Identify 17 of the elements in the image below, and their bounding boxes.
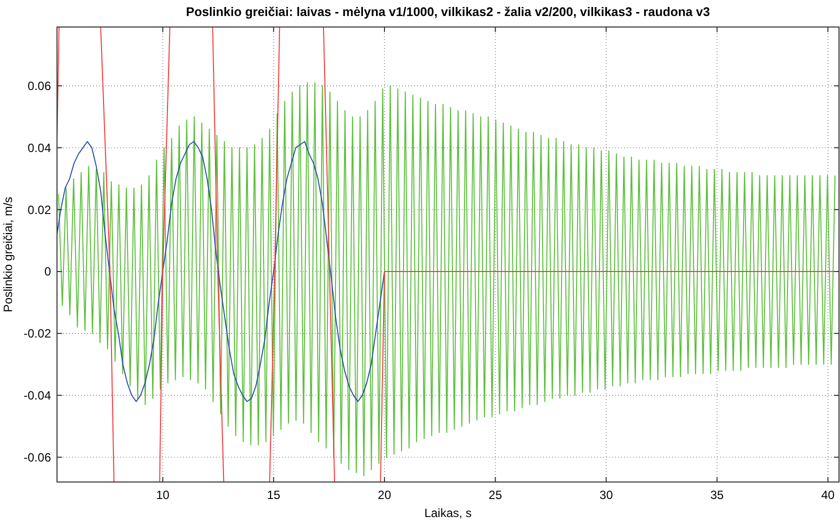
y-tick-label: 0.06 xyxy=(28,79,52,94)
y-tick-label: 0.02 xyxy=(28,202,52,217)
x-tick-label: 35 xyxy=(710,488,724,502)
x-tick-label: 10 xyxy=(156,488,170,502)
x-tick-label: 40 xyxy=(821,488,835,502)
y-tick-label: 0.04 xyxy=(28,140,52,155)
x-axis-title: Laikas, s xyxy=(424,506,472,520)
y-tick-label: -0.06 xyxy=(24,450,52,464)
x-tick-label: 25 xyxy=(488,488,502,502)
y-tick-label: 0 xyxy=(44,264,52,279)
y-axis-title: Poslinkio greičiai, m/s xyxy=(1,196,15,312)
y-tick-label: -0.02 xyxy=(24,326,52,341)
x-tick-label: 15 xyxy=(266,488,281,502)
y-tick-label: -0.04 xyxy=(24,388,52,403)
x-tick-label: 20 xyxy=(378,488,392,502)
x-tick-label: 30 xyxy=(600,488,614,502)
chart-title: Poslinkio greičiai: laivas - mėlyna v1/1000, vilkikas2 - žalia v2/200, vilkikas3 - raudona v3 xyxy=(186,5,710,19)
